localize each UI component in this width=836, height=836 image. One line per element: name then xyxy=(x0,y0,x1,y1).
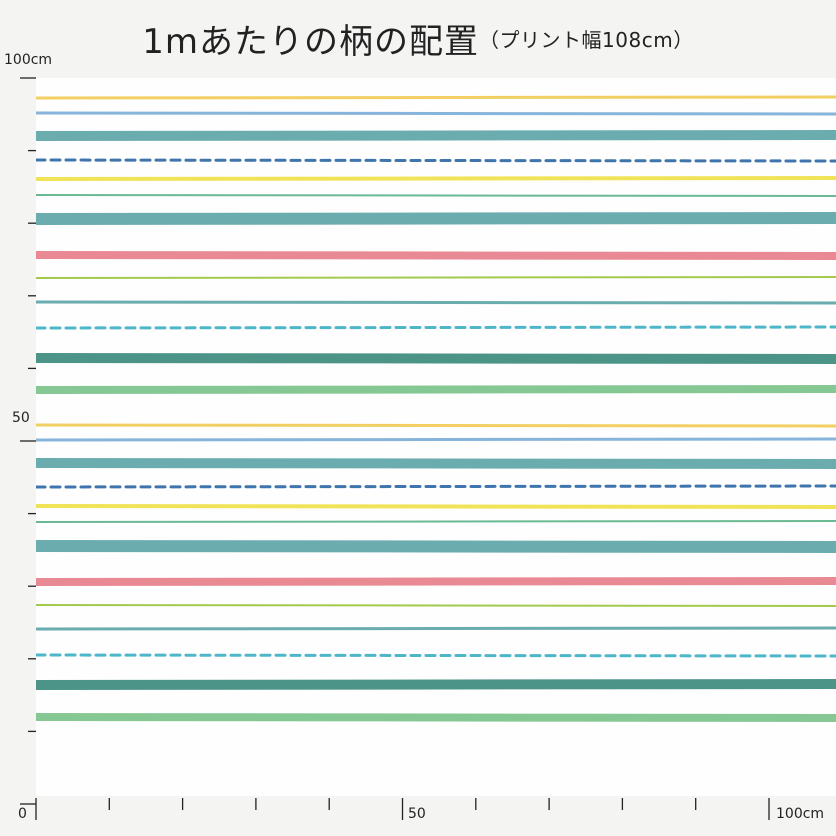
stripe-blue xyxy=(36,111,836,116)
stripe-teal xyxy=(36,212,836,225)
stripe-dark-teal xyxy=(36,679,836,690)
title-subtitle: （プリント幅108cm） xyxy=(479,28,694,52)
x-axis-end-label: 100cm xyxy=(776,806,825,822)
x-axis-mid-label: 50 xyxy=(408,806,426,822)
fabric-swatch xyxy=(36,78,836,796)
stripe-navy-dash xyxy=(36,484,836,489)
stripe-pink xyxy=(36,251,836,260)
stripe-lime xyxy=(36,604,836,607)
stripe-yellow xyxy=(36,423,836,428)
stripe-blue xyxy=(36,437,836,442)
stripe-teal xyxy=(36,626,836,631)
stripe-light-green xyxy=(36,385,836,394)
stripe-green xyxy=(36,520,836,523)
stripe-yellow xyxy=(36,95,836,100)
page-title: 1mあたりの柄の配置（プリント幅108cm） xyxy=(0,14,836,63)
stripe-green xyxy=(36,194,836,197)
stripe-lime xyxy=(36,276,836,279)
stripe-navy-dash xyxy=(36,158,836,163)
stripe-pattern xyxy=(36,95,836,722)
y-axis-top-label: 100cm xyxy=(4,52,53,68)
stripe-bright-yellow xyxy=(36,504,836,509)
stripe-bright-yellow xyxy=(36,176,836,181)
stripe-pink xyxy=(36,577,836,586)
title-main: 1mあたりの柄の配置 xyxy=(142,22,480,62)
stripe-teal xyxy=(36,130,836,141)
stripe-dark-teal xyxy=(36,353,836,364)
stripe-teal xyxy=(36,458,836,469)
y-axis-mid-label: 50 xyxy=(12,410,30,426)
stripe-light-green xyxy=(36,713,836,722)
stripe-teal xyxy=(36,300,836,305)
stripe-cyan-dash xyxy=(36,653,836,658)
x-axis-zero-label: 0 xyxy=(18,806,27,822)
stripe-cyan-dash xyxy=(36,325,836,330)
stripe-teal xyxy=(36,540,836,553)
